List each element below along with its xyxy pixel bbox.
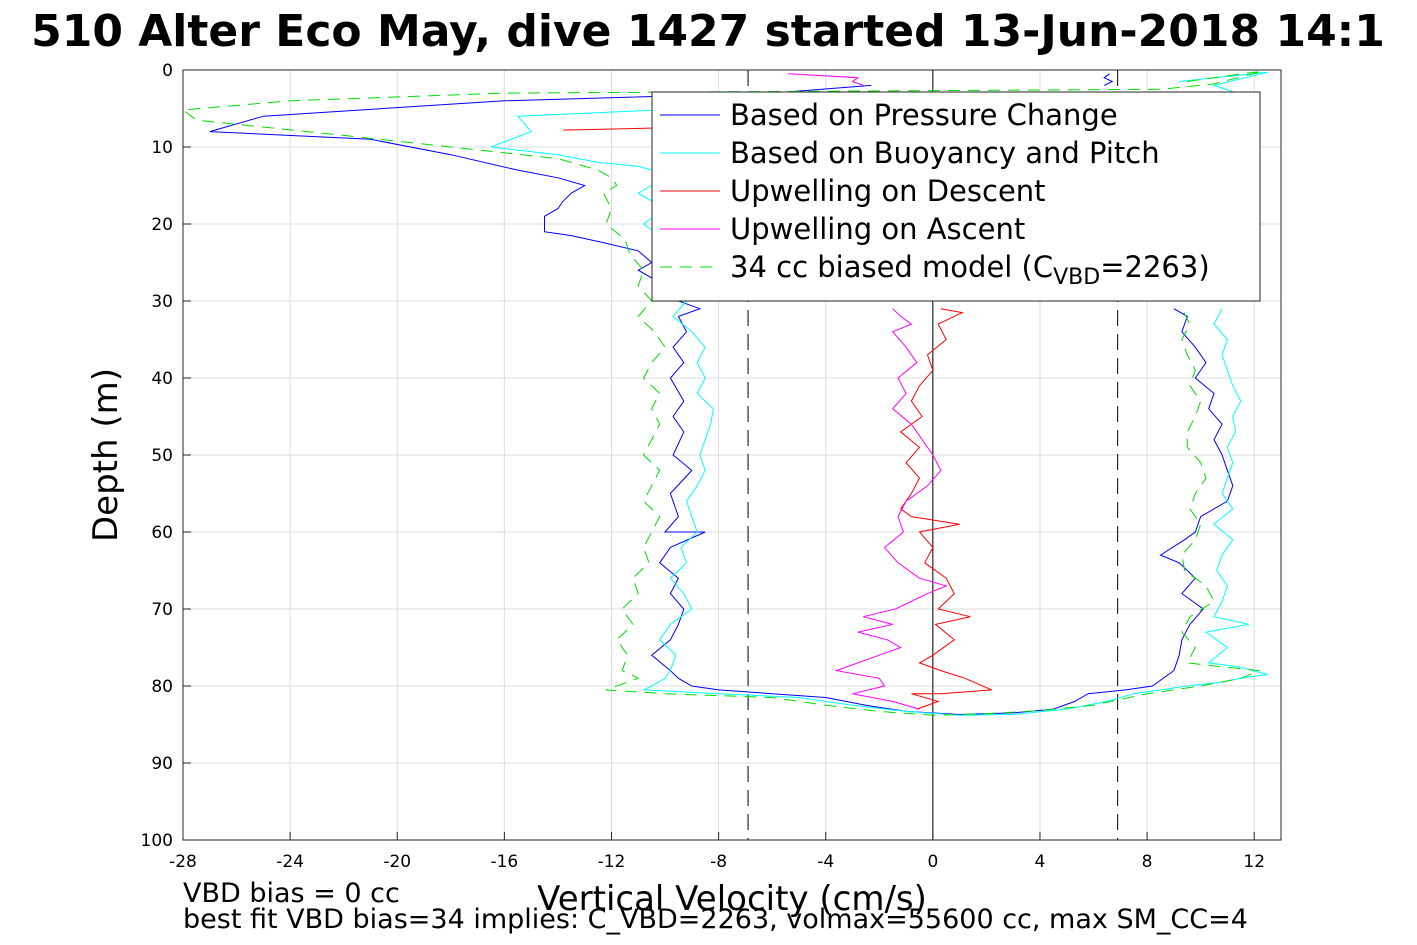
legend-entry-label: 34 cc biased model (CVBD=2263)	[730, 250, 1210, 290]
y-tick-label: 30	[151, 292, 173, 312]
y-tick-label: 50	[151, 446, 173, 466]
y-axis-ticks: 0 10 20 30 40 50 60 70 80 90 100	[141, 61, 191, 851]
series-line	[788, 73, 864, 86]
legend-box	[651, 91, 1261, 302]
x-tick-label: -28	[169, 852, 197, 872]
x-tick-label: -12	[598, 852, 626, 872]
y-tick-label: 90	[151, 754, 173, 774]
y-tick-label: 0	[162, 61, 173, 81]
series-line	[899, 308, 992, 710]
legend-entry-label: Upwelling on Ascent	[730, 212, 1025, 246]
legend-entry-label: Upwelling on Descent	[730, 174, 1046, 208]
legend-entry-label: Based on Pressure Change	[730, 98, 1118, 132]
y-axis-label: Depth (m)	[86, 368, 126, 542]
chart-title: 510 Alter Eco May, dive 1427 started 13-…	[31, 6, 1385, 57]
series-line	[1179, 71, 1268, 93]
y-tick-label: 70	[151, 600, 173, 620]
x-tick-label: -8	[710, 852, 727, 872]
x-axis-label: Vertical Velocity (cm/s)	[537, 879, 927, 919]
x-tick-label: 4	[1035, 852, 1046, 872]
y-tick-label: 10	[151, 138, 173, 158]
y-tick-label: 60	[151, 523, 173, 543]
x-axis-ticks: -28 -24 -20 -16 -12 -8 -4 0 4 8 12	[169, 832, 1265, 872]
y-tick-label: 100	[141, 831, 173, 851]
x-tick-label: -16	[490, 852, 518, 872]
y-tick-label: 80	[151, 677, 173, 697]
series-line	[183, 71, 1263, 716]
series-34-cc-biased-model-c	[183, 71, 1263, 716]
series-line	[1103, 73, 1114, 86]
legend: Based on Pressure Change Based on Buoyanc…	[651, 91, 1261, 302]
y-tick-label: 20	[151, 215, 173, 235]
x-tick-label: -20	[383, 852, 411, 872]
series-upwelling-on-ascent	[788, 73, 948, 710]
legend-entry-label: Based on Buoyancy and Pitch	[730, 136, 1160, 170]
series-line	[834, 308, 948, 710]
series-line	[209, 84, 1234, 716]
x-tick-label: 12	[1243, 852, 1265, 872]
x-tick-label: -4	[817, 852, 834, 872]
series-based-on-pressure-change	[209, 73, 1234, 716]
x-tick-label: 8	[1142, 852, 1153, 872]
x-tick-label: -24	[276, 852, 304, 872]
vbd-bias-note: VBD bias = 0 cc	[183, 878, 400, 909]
x-tick-label: 0	[927, 852, 938, 872]
y-tick-label: 40	[151, 369, 173, 389]
best-fit-note: best fit VBD bias=34 implies: C_VBD=2263…	[183, 904, 1248, 935]
